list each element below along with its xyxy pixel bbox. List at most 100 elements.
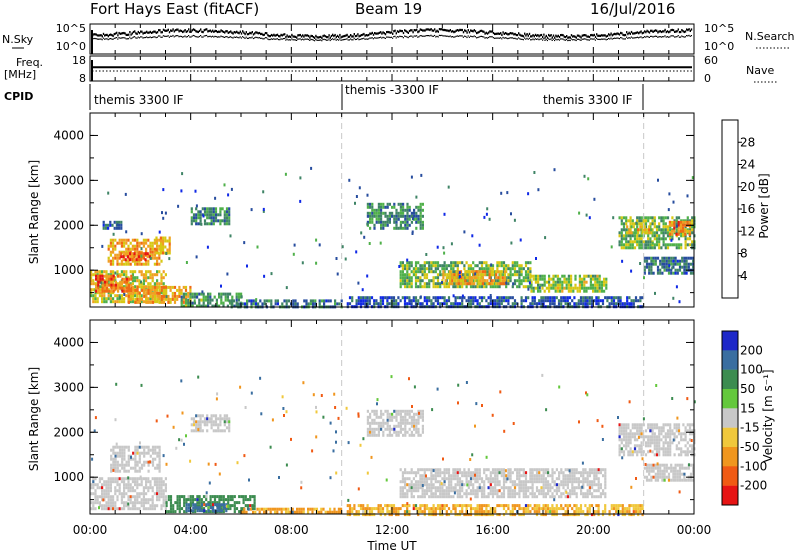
colorbar-swatch	[722, 389, 738, 409]
noise-right-tick-top: 10^5	[704, 22, 734, 35]
velocity-patch-2	[165, 495, 256, 514]
x-tick-label: 08:00	[274, 523, 309, 537]
velocity-y-axis: 1000 2000 3000 4000	[53, 335, 694, 501]
power-panel: 1000 2000 3000 4000 Slant Range [km] 4 8 12 16…	[27, 112, 771, 309]
power-colorbar-tick: 12	[740, 224, 755, 238]
velocity-colorbar-tick: 15	[740, 401, 755, 415]
power-patch-16	[626, 225, 653, 235]
power-patch-18	[643, 256, 695, 275]
velocity-colorbar: 200 100 50 15 -15 -50 -100 -200	[721, 330, 767, 506]
velocity-patch-0	[90, 477, 167, 511]
noise-left-tick-bottom: 10^0	[56, 40, 86, 53]
velocity-patch-7	[399, 468, 607, 499]
power-colorbar-tick: 24	[740, 158, 755, 172]
cpid-segment-2: themis -3300 IF	[345, 83, 439, 97]
velocity-patch-3	[185, 503, 228, 513]
colorbar-swatch	[722, 466, 738, 486]
power-colorbar-tick: 4	[740, 269, 748, 283]
velocity-colorbar-tick: 200	[740, 343, 763, 357]
velocity-panel: 1000 2000 3000 4000 Slant Range [km] 200 100…	[27, 319, 775, 517]
noise-traces	[91, 28, 693, 54]
freq-left-tick-bottom: 8	[79, 72, 86, 85]
colorbar-swatch	[722, 350, 738, 370]
noise-search-label: N.Search	[745, 30, 795, 43]
cpid-segment-3: themis 3300 IF	[543, 93, 633, 107]
x-tick-label: 00:00	[73, 523, 108, 537]
freq-label-1: Freq.	[16, 56, 43, 69]
velocity-colorbar-tick: -15	[740, 421, 760, 435]
power-patch-10	[366, 202, 424, 230]
velocity-patch-10	[643, 463, 695, 482]
power-patch-13	[530, 274, 608, 293]
velocity-colorbar-label: Velocity [m s⁻¹]	[761, 369, 775, 462]
x-axis: 00:00 04:00 08:00 12:00 16:00 20:00 00:00	[73, 24, 712, 537]
xaxis-label: Time UT	[366, 539, 417, 553]
velocity-patch-6	[366, 409, 424, 437]
colorbar-swatch	[722, 369, 738, 390]
freq-left-tick-top: 18	[72, 54, 86, 67]
y-tick-label: 4000	[53, 335, 84, 349]
velocity-data	[90, 320, 696, 517]
power-patch-17	[668, 220, 691, 236]
power-patch-3	[120, 252, 151, 262]
velocity-colorbar-tick: 50	[740, 382, 755, 396]
velocity-colorbar-tick: -200	[740, 479, 767, 493]
velocity-patch-9	[618, 423, 696, 457]
power-y-axis: 1000 2000 3000 4000	[53, 128, 694, 294]
power-colorbar-tick: 28	[740, 135, 755, 149]
y-tick-label: 4000	[53, 128, 84, 142]
x-tick-label: 00:00	[677, 523, 712, 537]
x-tick-label: 20:00	[576, 523, 611, 537]
nave-right-tick-bottom: 0	[704, 72, 711, 85]
y-tick-label: 3000	[53, 380, 84, 394]
freq-panel: Freq. [MHz] 18 8 60 0 Nave	[4, 54, 778, 85]
velocity-colorbar-tick: -50	[740, 440, 760, 454]
freq-label-2: [MHz]	[4, 68, 36, 81]
velocity-patch-4	[190, 414, 231, 433]
power-ylabel: Slant Range [km]	[27, 160, 41, 264]
velocity-ylabel: Slant Range [km]	[27, 367, 41, 471]
noise-panel: N.Sky 10^5 10^0 10^5 10^0 N.Search	[2, 22, 795, 55]
noise-left-tick-top: 10^5	[56, 22, 86, 35]
y-tick-label: 3000	[53, 173, 84, 187]
cpid-panel: CPID themis 3300 IF themis -3300 IF them…	[4, 83, 644, 110]
power-colorbar: 4 8 12 16 20 24 28	[721, 119, 755, 299]
x-tick-label: 04:00	[173, 523, 208, 537]
power-patch-1	[95, 274, 133, 293]
nave-label: Nave	[746, 64, 774, 77]
y-tick-label: 1000	[53, 263, 84, 277]
power-colorbar-tick: 8	[740, 247, 748, 261]
power-speckle	[100, 166, 694, 304]
power-patch-14	[346, 296, 644, 309]
beam-title: Beam 19	[355, 0, 422, 18]
freq-traces	[91, 60, 692, 81]
colorbar-swatch	[722, 427, 738, 448]
noise-sky-label: N.Sky	[2, 33, 34, 46]
colorbar-swatch	[722, 408, 738, 428]
colorbar-swatch	[722, 447, 738, 467]
power-patch-9	[102, 220, 123, 230]
colorbar-swatch	[722, 331, 738, 351]
power-patch-7	[190, 207, 231, 226]
velocity-speckle	[91, 373, 696, 510]
power-data	[90, 113, 696, 309]
station-title: Fort Hays East (fitACF)	[90, 0, 259, 18]
power-colorbar-tick: 20	[740, 180, 755, 194]
power-patch-4	[155, 236, 171, 255]
nave-right-tick-top: 60	[704, 54, 718, 67]
y-tick-label: 1000	[53, 470, 84, 484]
cpid-label: CPID	[4, 90, 33, 103]
power-patch-12	[442, 270, 507, 286]
x-tick-label: 16:00	[475, 523, 510, 537]
colorbar-swatch	[722, 485, 738, 506]
velocity-patch-1	[110, 445, 161, 473]
y-tick-label: 2000	[53, 425, 84, 439]
velocity-colorbar-tick: 100	[740, 363, 763, 377]
x-tick-label: 12:00	[375, 523, 410, 537]
power-colorbar-tick: 16	[740, 202, 755, 216]
y-tick-label: 2000	[53, 218, 84, 232]
power-colorbar-label: Power [dB]	[757, 173, 771, 238]
date-title: 16/Jul/2016	[590, 0, 675, 18]
cpid-segment-1: themis 3300 IF	[94, 93, 184, 107]
